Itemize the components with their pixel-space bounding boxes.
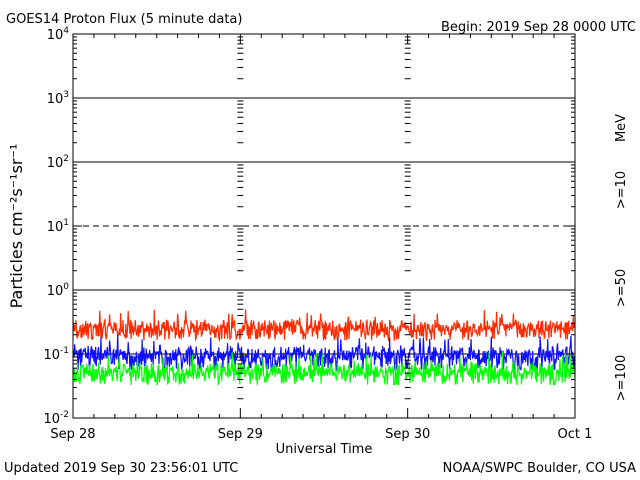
x-tick-labels: Sep 28 Sep 29 Sep 30 Oct 1 <box>50 427 592 442</box>
y-tick-labels: 10-2 10-1 100 101 102 103 104 <box>43 26 69 427</box>
legend: MeV >=10 >=50 >=100 <box>614 114 629 401</box>
y-axis-label: Particles cm⁻²s⁻¹sr⁻¹ <box>7 144 26 309</box>
y-tick-label: 103 <box>47 90 69 107</box>
y-tick-label: 10-2 <box>43 410 69 427</box>
data-series <box>72 309 576 386</box>
x-tick-label: Sep 30 <box>385 427 430 442</box>
y-tick-label: 102 <box>47 154 69 171</box>
x-tick-label: Sep 29 <box>218 427 263 442</box>
series-line <box>72 334 576 372</box>
y-tick-label: 101 <box>47 218 69 235</box>
begin-time: Begin: 2019 Sep 28 0000 UTC <box>441 20 636 35</box>
y-tick-label: 10-1 <box>43 346 69 363</box>
y-tick-label: 100 <box>47 282 70 299</box>
x-tick-label: Oct 1 <box>558 427 593 442</box>
series-line <box>72 351 576 386</box>
legend-unit: MeV <box>614 114 629 142</box>
chart-title: GOES14 Proton Flux (5 minute data) <box>6 12 242 27</box>
legend-entry: >=50 <box>614 269 629 307</box>
legend-entry: >=10 <box>614 171 629 209</box>
x-axis-label: Universal Time <box>276 442 373 457</box>
legend-entry: >=100 <box>614 355 629 402</box>
threshold-lines <box>73 97 575 355</box>
x-tick-label: Sep 28 <box>50 427 95 442</box>
axis-ticks <box>72 33 576 419</box>
y-tick-label: 104 <box>47 26 70 43</box>
plot-frame <box>72 33 576 419</box>
updated-time: Updated 2019 Sep 30 23:56:01 UTC <box>4 461 238 476</box>
series-line <box>72 309 576 343</box>
credit-text: NOAA/SWPC Boulder, CO USA <box>443 461 636 476</box>
